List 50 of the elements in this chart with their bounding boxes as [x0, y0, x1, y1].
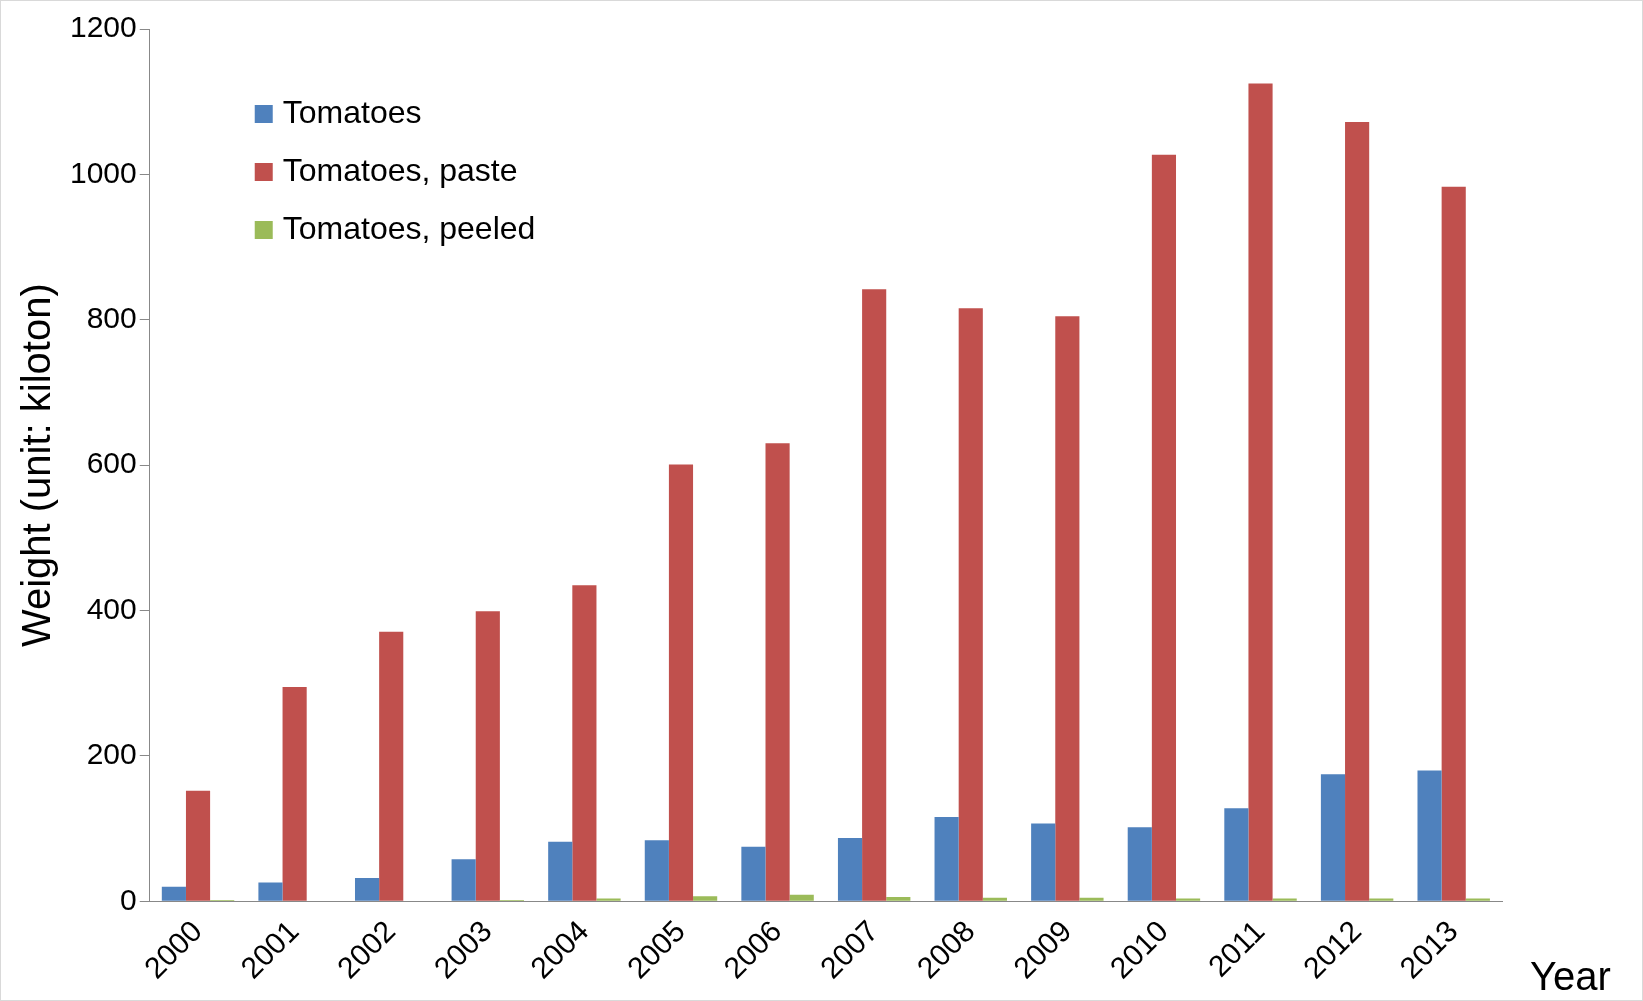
bar	[837, 838, 863, 901]
bar	[1031, 823, 1056, 901]
bar	[282, 686, 307, 901]
y-tick-label: 200	[86, 737, 137, 771]
bar	[982, 897, 1007, 901]
bar	[354, 878, 380, 901]
bar	[161, 886, 186, 901]
bar	[258, 882, 283, 901]
bar	[789, 894, 814, 901]
bar	[1465, 898, 1490, 901]
legend-label: Tomatoes, peeled	[282, 209, 536, 246]
bar	[1272, 898, 1297, 901]
bar	[185, 790, 211, 901]
bar	[1224, 808, 1249, 901]
bar	[1151, 154, 1177, 901]
y-tick-label: 0	[120, 882, 137, 916]
bar	[1248, 83, 1273, 901]
bar	[644, 840, 669, 901]
bar	[451, 859, 476, 901]
bar	[741, 846, 766, 901]
legend-label: Tomatoes, paste	[282, 151, 518, 188]
x-axis-title: Year	[1530, 954, 1611, 999]
bar	[934, 817, 959, 901]
y-tick-label: 1000	[69, 155, 137, 189]
bar	[1369, 898, 1394, 901]
y-tick-label: 800	[86, 301, 137, 335]
legend-label: Tomatoes	[282, 93, 422, 130]
bar	[1127, 827, 1152, 901]
bar	[958, 308, 983, 901]
bar	[596, 898, 621, 901]
bar	[1345, 122, 1370, 901]
bar	[668, 464, 694, 901]
bar	[693, 896, 718, 901]
y-tick-label: 1200	[69, 10, 137, 44]
bar	[1320, 774, 1346, 901]
y-tick-label: 400	[86, 591, 137, 625]
y-tick-label: 600	[86, 446, 137, 480]
bar	[475, 611, 500, 901]
bar	[862, 289, 887, 901]
bar	[1055, 316, 1080, 901]
y-axis-title: Weight (unit: kiloton)	[14, 283, 59, 648]
bar	[886, 896, 911, 901]
bar	[572, 585, 597, 901]
bar	[379, 631, 404, 901]
bar	[1441, 186, 1466, 901]
bar	[1079, 897, 1104, 901]
bar	[1176, 898, 1201, 901]
bar	[548, 841, 573, 901]
bar	[765, 443, 790, 901]
bar	[1417, 770, 1442, 901]
